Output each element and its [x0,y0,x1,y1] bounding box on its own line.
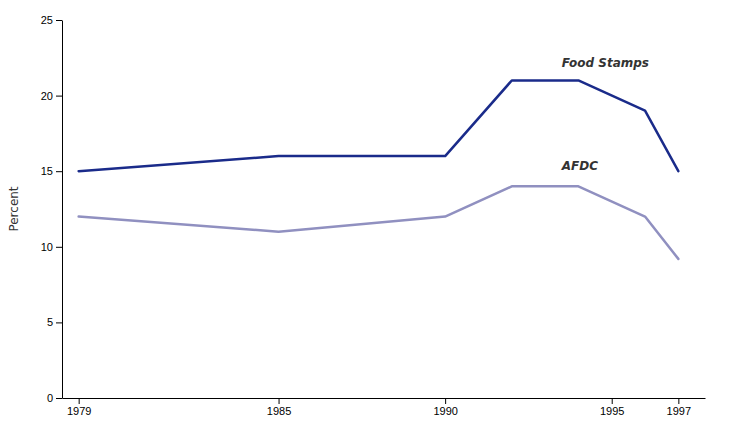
y-tick-mark [56,247,62,248]
x-axis-line [63,398,706,399]
x-tick: 1997 [667,398,691,417]
y-tick-label: 10 [41,241,53,253]
y-tick: 5 [47,316,62,328]
y-tick: 25 [41,14,62,26]
x-tick-label: 1997 [667,405,691,417]
x-tick-label: 1985 [267,405,291,417]
y-tick-label: 20 [41,90,53,102]
x-tick-mark [678,398,679,404]
y-axis-title: Percent [7,186,21,231]
x-tick: 1985 [267,398,291,417]
series-line [79,186,679,259]
y-tick-label: 5 [47,316,53,328]
x-tick-label: 1979 [67,405,91,417]
y-axis-line [62,21,63,399]
x-tick-mark [612,398,613,404]
x-tick-mark [79,398,80,404]
lines [79,80,679,258]
y-tick-mark [56,322,62,323]
y-tick-mark [56,96,62,97]
x-tick: 1979 [67,398,91,417]
x-axis: 1979 1985 1990 1995 1997 [63,398,706,417]
y-tick: 10 [41,241,62,253]
annotations: Food Stamps AFDC [561,56,649,173]
x-tick-label: 1995 [600,405,624,417]
y-tick: 15 [41,165,62,177]
annotation: Food Stamps [562,56,649,70]
y-tick-mark [56,20,62,21]
x-tick: 1995 [600,398,624,417]
x-tick-mark [445,398,446,404]
y-tick-label: 0 [47,392,53,404]
x-tick: 1990 [433,398,457,417]
y-tick-mark [56,398,62,399]
annotation: AFDC [561,159,598,173]
x-tick-mark [279,398,280,404]
y-tick-label: 25 [41,14,53,26]
plot: 1979 1985 1990 1995 1997 0 5 10 15 20 25 Food Stamp… [41,14,706,417]
y-tick: 20 [41,90,62,102]
series-line [79,80,679,171]
y-tick: 0 [47,392,62,404]
y-tick-label: 15 [41,165,53,177]
y-tick-mark [56,171,62,172]
x-tick-label: 1990 [433,405,457,417]
y-axis: 0 5 10 15 20 25 [41,14,63,404]
chart: 1979 1985 1990 1995 1997 0 5 10 15 20 25 Food Stamp… [0,0,729,438]
